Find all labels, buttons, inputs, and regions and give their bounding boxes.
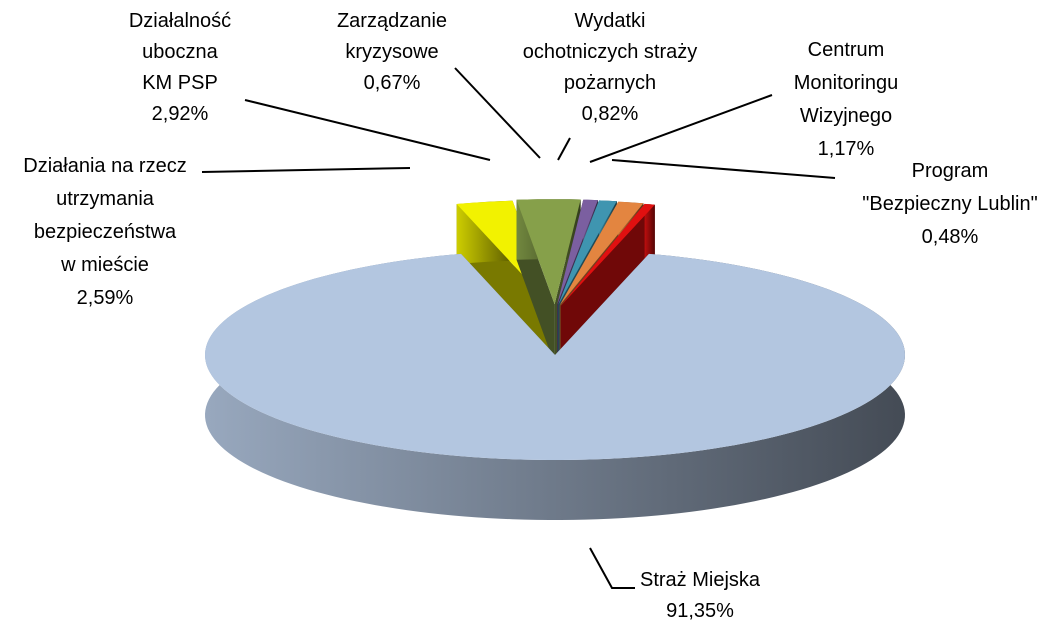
label-name: Działalność uboczna KM PSP xyxy=(128,10,232,94)
leader-line xyxy=(201,167,411,173)
label-value: 0,67% xyxy=(363,72,421,94)
slice xyxy=(560,203,655,306)
leader-line xyxy=(589,94,773,163)
slice-label: Straż Miejska 91,35% xyxy=(640,565,760,622)
label-value: 91,35% xyxy=(666,600,734,622)
slice-label: Wydatki ochotniczych straży pożarnych 0,8… xyxy=(523,6,698,130)
slice-label: Program "Bezpieczny Lublin" 0,48% xyxy=(862,155,1037,254)
slice-label: Centrum Monitoringu Wizyjnego 1,17% xyxy=(794,34,899,166)
leader-line xyxy=(454,67,541,159)
slice xyxy=(557,199,598,305)
slice xyxy=(205,253,905,460)
label-value: 2,59% xyxy=(76,287,134,309)
leader-line xyxy=(589,547,635,589)
label-name: Program "Bezpieczny Lublin" xyxy=(862,160,1038,215)
slice-label: Działania na rzecz utrzymania bezpieczeń… xyxy=(23,150,186,315)
label-value: 1,17% xyxy=(817,138,875,160)
label-value: 0,82% xyxy=(581,103,639,125)
label-value: 0,48% xyxy=(921,226,979,248)
slice xyxy=(558,200,617,305)
label-value: 2,92% xyxy=(151,103,209,125)
label-name: Zarządzanie kryzysowe xyxy=(336,10,448,63)
leader-line xyxy=(557,137,571,161)
slice-side xyxy=(644,203,655,265)
slice-label: Zarządzanie kryzysowe 0,67% xyxy=(337,6,447,99)
slice xyxy=(559,201,644,306)
label-name: Działania na rzecz utrzymania bezpieczeń… xyxy=(23,155,187,276)
slice xyxy=(516,199,581,305)
label-name: Centrum Monitoringu Wizyjnego xyxy=(793,39,899,127)
label-name: Wydatki ochotniczych straży pożarnych xyxy=(522,10,698,94)
leader-line xyxy=(244,99,491,161)
leader-line xyxy=(611,159,836,179)
leader-lines xyxy=(201,67,836,589)
slice-label: Działalność uboczna KM PSP 2,92% xyxy=(129,6,231,130)
label-name: Straż Miejska xyxy=(639,569,761,591)
